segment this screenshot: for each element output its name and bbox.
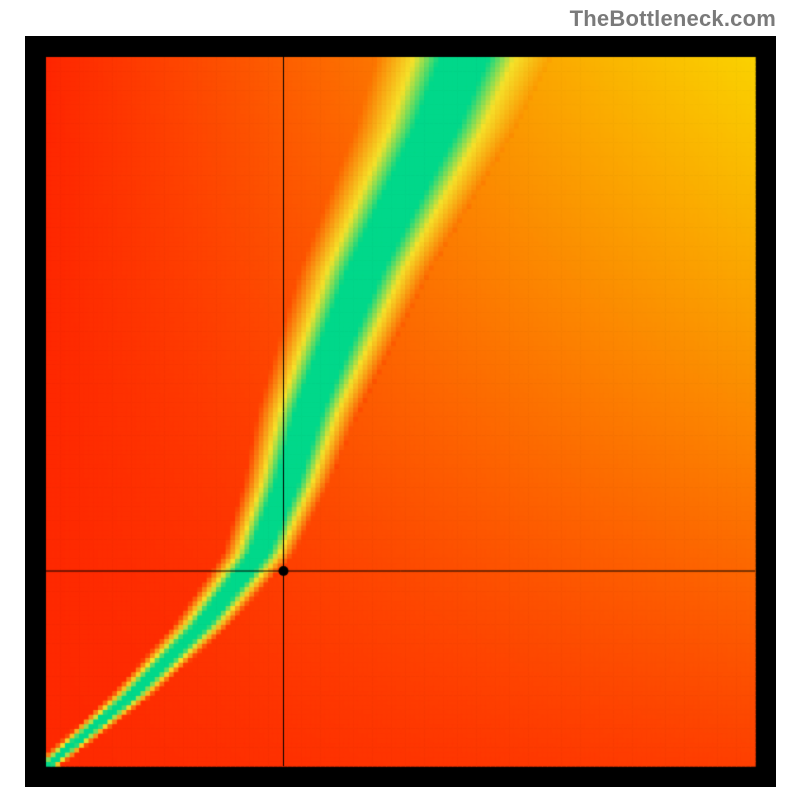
heatmap-canvas — [25, 36, 776, 787]
plot-frame — [25, 36, 776, 787]
watermark-text: TheBottleneck.com — [570, 6, 776, 32]
